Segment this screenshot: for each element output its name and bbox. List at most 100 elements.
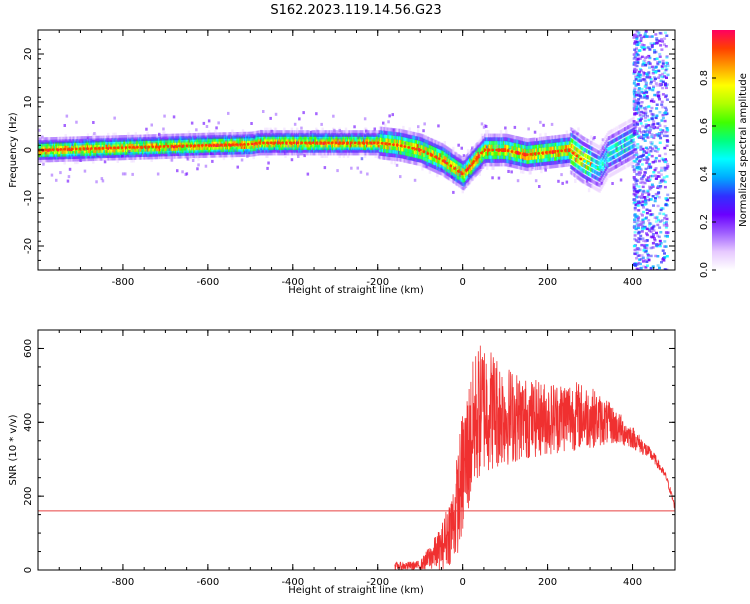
heat-speckle <box>498 177 501 180</box>
heat-speckle <box>491 176 494 179</box>
heat-speckle <box>353 125 356 128</box>
heat-speckle <box>300 127 303 130</box>
heat-speckle <box>374 128 377 131</box>
heat-speckle <box>64 124 67 127</box>
heat-speckle <box>302 111 305 114</box>
heat-speckle <box>42 163 45 166</box>
heat-speckle <box>560 173 563 176</box>
heat-speckle <box>176 169 179 172</box>
heat-speckle <box>332 115 335 118</box>
heat-speckle <box>102 179 105 182</box>
heat-speckle <box>414 179 417 182</box>
heat-cell <box>590 135 592 139</box>
heat-cell <box>566 130 568 134</box>
heat-speckle <box>557 180 560 183</box>
heat-speckle <box>269 117 272 120</box>
heat-speckle <box>92 121 95 124</box>
heat-speckle <box>538 185 541 188</box>
heat-speckle <box>399 175 402 178</box>
heat-speckle <box>461 147 464 150</box>
heat-speckle <box>75 121 78 124</box>
heat-speckle <box>534 131 537 134</box>
heat-speckle <box>215 126 218 129</box>
heat-speckle <box>66 115 69 118</box>
heat-speckle <box>485 125 488 128</box>
heat-speckle <box>162 128 165 131</box>
heat-cell <box>394 161 396 165</box>
heat-speckle <box>294 123 297 126</box>
heat-speckle <box>357 167 360 170</box>
heat-speckle <box>67 180 70 183</box>
heat-speckle <box>387 120 390 123</box>
heat-speckle <box>388 114 391 117</box>
chart-title: S162.2023.119.14.56.G23 <box>270 3 441 18</box>
heat-speckle <box>422 129 425 132</box>
heat-cell <box>577 127 579 131</box>
heat-speckle <box>315 112 318 115</box>
heat-speckle <box>320 123 323 126</box>
heat-speckle <box>481 122 484 125</box>
heat-speckle <box>55 179 58 182</box>
heat-cell <box>539 133 541 137</box>
heat-speckle <box>171 159 174 162</box>
heat-speckle <box>69 168 72 171</box>
heat-speckle <box>241 159 244 162</box>
heat-speckle <box>145 128 148 131</box>
heat-speckle <box>51 174 54 177</box>
heat-speckle <box>181 170 184 173</box>
heat-cell <box>384 124 386 128</box>
heat-speckle <box>324 166 327 169</box>
heat-speckle <box>350 167 353 170</box>
heat-cell <box>588 188 590 192</box>
heat-speckle <box>267 162 270 165</box>
heat-speckle <box>217 121 220 124</box>
heat-speckle <box>131 173 134 176</box>
heat-cell <box>487 130 489 134</box>
heat-speckle <box>392 113 395 116</box>
heat-speckle <box>336 169 339 172</box>
heat-speckle <box>514 126 517 129</box>
heat-speckle <box>151 124 154 127</box>
heat-speckle <box>157 173 160 176</box>
heat-speckle <box>527 127 530 130</box>
heat-speckle <box>452 191 455 194</box>
heat-speckle <box>437 124 440 127</box>
heat-speckle <box>298 117 301 120</box>
heat-speckle <box>208 119 211 122</box>
heat-speckle <box>211 160 214 163</box>
heat-speckle <box>173 115 176 118</box>
heat-cell <box>574 179 576 183</box>
heat-speckle <box>124 172 127 175</box>
heat-speckle <box>561 182 564 185</box>
heat-speckle <box>361 157 364 160</box>
heat-speckle <box>517 179 520 182</box>
heat-cell <box>540 169 542 173</box>
heat-speckle <box>95 180 98 183</box>
heat-speckle <box>423 122 426 125</box>
heat-cell <box>409 127 411 131</box>
heat-speckle <box>417 125 420 128</box>
heat-speckle <box>551 123 554 126</box>
heat-speckle <box>542 124 545 127</box>
heat-speckle <box>566 181 569 184</box>
heat-cell <box>417 129 419 133</box>
heat-speckle <box>68 175 71 178</box>
heat-speckle <box>266 167 269 170</box>
heat-cell <box>452 147 454 151</box>
heat-speckle <box>227 112 230 115</box>
heat-speckle <box>192 159 195 162</box>
heat-speckle <box>307 173 310 176</box>
heat-speckle <box>84 170 87 173</box>
heat-speckle <box>203 122 206 125</box>
heat-speckle <box>59 171 62 174</box>
heat-cell <box>444 141 446 145</box>
heat-speckle <box>191 122 194 125</box>
heat-cell <box>492 166 494 170</box>
heat-speckle <box>457 144 460 147</box>
heat-speckle <box>510 170 513 173</box>
heat-cell <box>530 170 532 174</box>
heat-speckle <box>104 160 107 163</box>
heat-speckle <box>535 179 538 182</box>
